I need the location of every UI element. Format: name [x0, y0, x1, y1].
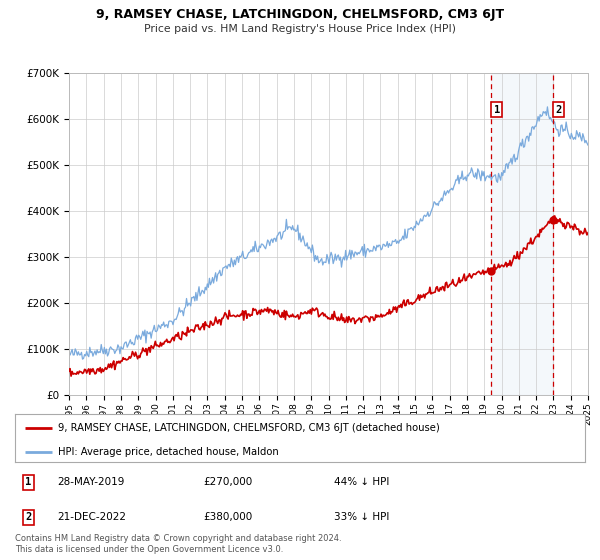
Text: 1: 1 [494, 105, 500, 115]
Text: 1: 1 [25, 477, 32, 487]
Text: HPI: Average price, detached house, Maldon: HPI: Average price, detached house, Mald… [58, 446, 278, 456]
Text: Price paid vs. HM Land Registry's House Price Index (HPI): Price paid vs. HM Land Registry's House … [144, 24, 456, 34]
Bar [491, 73, 553, 395]
Text: 9, RAMSEY CHASE, LATCHINGDON, CHELMSFORD, CM3 6JT: 9, RAMSEY CHASE, LATCHINGDON, CHELMSFORD… [96, 8, 504, 21]
Text: 28-MAY-2019: 28-MAY-2019 [58, 477, 125, 487]
Text: This data is licensed under the Open Government Licence v3.0.: This data is licensed under the Open Gov… [15, 545, 283, 554]
Text: £380,000: £380,000 [203, 512, 253, 522]
Text: 2: 2 [25, 512, 32, 522]
Text: 21-DEC-2022: 21-DEC-2022 [58, 512, 127, 522]
Text: 33% ↓ HPI: 33% ↓ HPI [334, 512, 389, 522]
Text: 44% ↓ HPI: 44% ↓ HPI [334, 477, 389, 487]
Text: Contains HM Land Registry data © Crown copyright and database right 2024.: Contains HM Land Registry data © Crown c… [15, 534, 341, 543]
Text: 2: 2 [555, 105, 562, 115]
Text: £270,000: £270,000 [203, 477, 253, 487]
Text: 9, RAMSEY CHASE, LATCHINGDON, CHELMSFORD, CM3 6JT (detached house): 9, RAMSEY CHASE, LATCHINGDON, CHELMSFORD… [58, 423, 439, 433]
